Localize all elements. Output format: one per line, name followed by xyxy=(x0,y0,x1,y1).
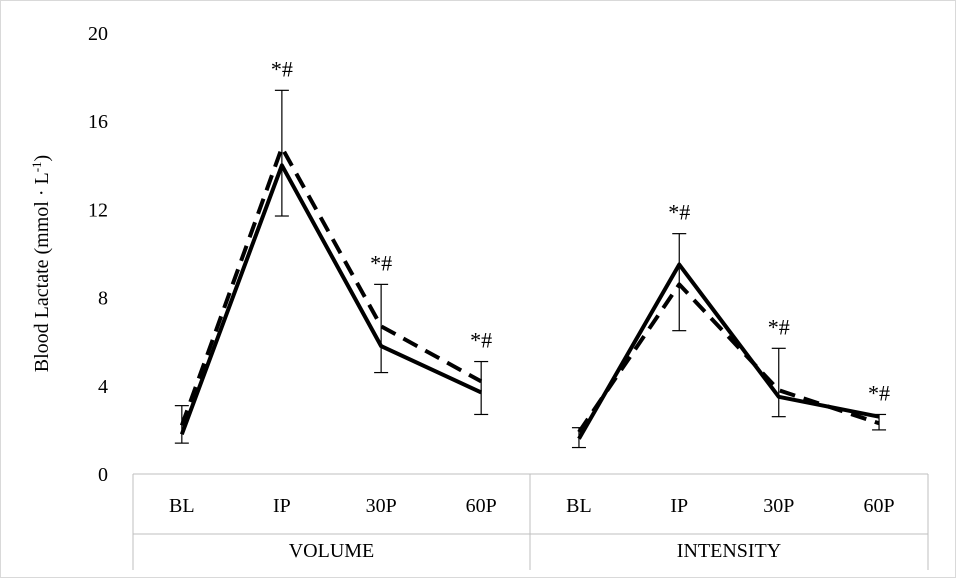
significance-annotation: *# xyxy=(370,250,392,275)
x-tick-label: 30P xyxy=(763,495,794,517)
axis-layer xyxy=(132,473,929,570)
x-tick-label: 60P xyxy=(863,495,894,517)
volume-series-dashed-line xyxy=(179,145,483,427)
significance-annotation: *# xyxy=(271,56,293,81)
x-tick-label: 60P xyxy=(466,495,497,517)
y-axis-title: Blood Lactate (mmol · L-1) xyxy=(29,155,54,372)
intensity-series-dashed-line xyxy=(577,282,880,434)
y-tick-label: 20 xyxy=(88,23,108,45)
y-tick-label: 0 xyxy=(98,464,108,486)
group-label-intensity: INTENSITY xyxy=(677,540,781,562)
x-tick-label: BL xyxy=(169,495,195,517)
volume-series-solid-line xyxy=(179,163,483,436)
x-tick-label: BL xyxy=(566,495,592,517)
significance-annotation: *# xyxy=(470,328,492,353)
y-tick-label: 12 xyxy=(88,199,108,221)
plot-layer xyxy=(174,89,887,449)
y-tick-label: 16 xyxy=(88,111,108,133)
group-label-volume: VOLUME xyxy=(289,540,375,562)
x-tick-label: IP xyxy=(273,495,291,517)
x-tick-label: IP xyxy=(670,495,688,517)
significance-annotation: *# xyxy=(868,380,890,405)
y-axis-title-superscript: -1 xyxy=(29,161,44,172)
significance-annotation: *# xyxy=(668,200,690,225)
y-axis-title-main: Blood Lactate (mmol · L xyxy=(31,172,53,372)
y-tick-label: 4 xyxy=(98,376,108,398)
y-axis-title-suffix: ) xyxy=(31,155,53,162)
label-layer: 0 4 8 12 16 20 Blood Lactate (mmol · L-1) BL IP 3… xyxy=(29,23,895,562)
intensity-series-solid-line xyxy=(577,262,880,440)
significance-annotation: *# xyxy=(768,314,790,339)
x-tick-label: 30P xyxy=(366,495,397,517)
y-tick-label: 8 xyxy=(98,288,108,310)
